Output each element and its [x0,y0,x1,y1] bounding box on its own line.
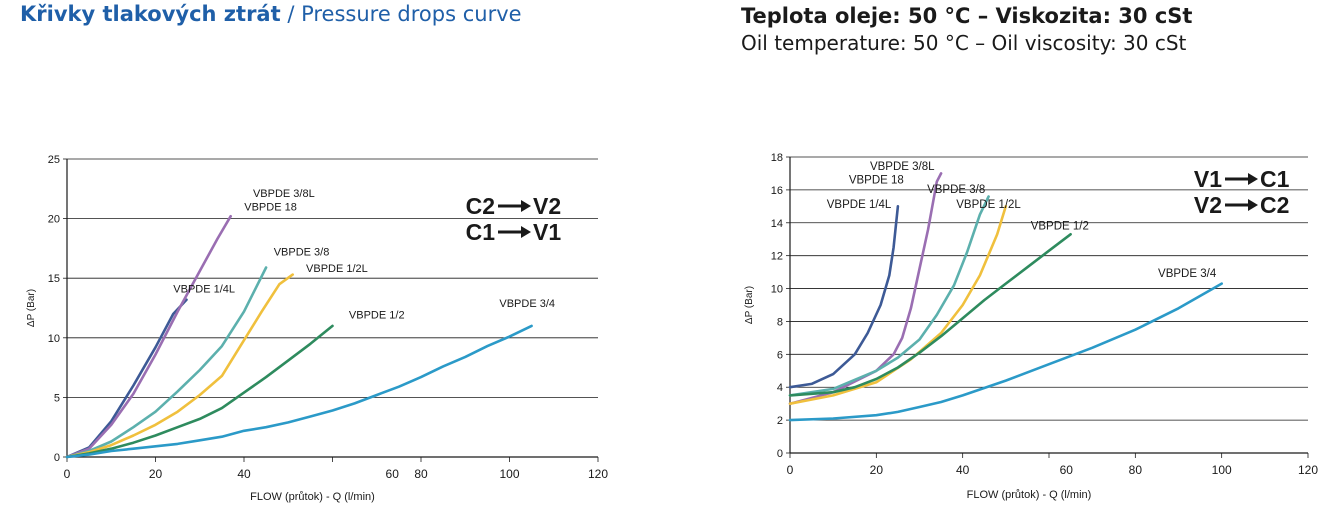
direction-source: C2 [466,193,495,219]
title-czech: Křivky tlakových ztrát [20,2,281,26]
x-tick-label: 100 [1212,463,1232,477]
y-tick-label: 20 [48,214,60,226]
direction-source: V2 [1194,192,1222,218]
series-line [788,205,900,389]
y-tick-label: 18 [771,152,783,164]
x-tick-label: 20 [149,467,163,481]
y-tick-label: 5 [54,392,60,404]
x-tick-label: 80 [1129,463,1143,477]
x-tick-label: 120 [588,467,608,481]
pressure-drop-chart-c2-v2: 0 5 10 15 20 25 0 20 40 60 80 100 120 FLOW (průtok) -… [26,154,608,503]
title-separator: / [280,2,302,26]
series-line [788,172,943,405]
direction-arrow-head [521,200,531,212]
x-tick-label: 60 [1060,463,1074,477]
curve-label: VBPDE 1/2 [349,310,405,322]
y-tick-label: 6 [777,349,783,361]
curve-label: VBPDE 3/4 [499,298,555,310]
curve-label: VBPDE 1/2L [306,263,368,275]
y-tick-label: 0 [777,448,783,460]
y-tick-label: 15 [48,273,60,285]
series-line [65,273,294,459]
x-tick-label: 100 [499,467,519,481]
curve-label: VBPDE 3/8 [274,247,330,259]
series-line [788,195,990,397]
curve-label: VBPDE 1/4L [173,284,235,296]
y-tick-label: 8 [777,316,783,328]
x-tick-label: 20 [870,463,884,477]
series-line [65,266,268,459]
series-line [65,214,232,459]
direction-source: V1 [1194,166,1222,192]
curve-label: VBPDE 1/2L [956,199,1021,211]
conditions-block: Teplota oleje: 50 °C – Viskozita: 30 cSt… [741,3,1192,57]
direction-target: C1 [1260,166,1290,192]
direction-target: V2 [533,193,561,219]
series-line [65,298,188,459]
x-axis-title: FLOW (průtok) - Q (l/min) [967,489,1092,501]
curve-label: VBPDE 3/8L [870,161,935,173]
curve-label: VBPDE 3/4 [1158,268,1217,280]
y-tick-label: 12 [771,251,783,263]
pressure-drop-chart-v1-c1: 0 2 4 6 8 10 12 14 16 18 0 20 40 60 80 100 120 FLOW (průt… [744,152,1318,501]
series-line [788,282,1223,422]
y-axis-title: ΔP (Bar) [26,289,37,327]
curve-label: VBPDE 3/8L [253,188,315,200]
page-title: Křivky tlakových ztrát / Pressure drops … [20,2,522,26]
title-english: Pressure drops curve [301,2,522,26]
series-line [65,324,533,459]
series-line [65,324,334,459]
conditions-czech: Teplota oleje: 50 °C – Viskozita: 30 cSt [741,4,1193,28]
x-tick-label: 120 [1298,463,1318,477]
direction-target: C2 [1260,192,1289,218]
series-line [788,205,1008,405]
curve-label: VBPDE 18 [849,174,904,186]
y-tick-label: 10 [48,333,60,345]
x-tick-label: 60 [386,467,400,481]
curve-label: VBPDE 18 [244,201,297,213]
y-tick-label: 0 [54,452,60,464]
y-tick-label: 2 [777,415,783,427]
y-tick-label: 25 [48,154,60,166]
y-tick-label: 16 [771,185,783,197]
direction-arrow-head [1248,173,1258,185]
x-tick-label: 0 [787,463,794,477]
y-tick-label: 14 [771,218,783,230]
series-line [788,233,1072,397]
direction-target: V1 [533,219,561,245]
x-tick-label: 80 [414,467,428,481]
y-tick-label: 4 [777,382,783,394]
y-tick-label: 10 [771,284,783,296]
x-axis-title: FLOW (průtok) - Q (l/min) [250,491,375,503]
curve-label: VBPDE 1/4L [827,199,892,211]
direction-arrow-head [1248,199,1258,211]
y-axis-title: ΔP (Bar) [744,286,755,324]
conditions-english: Oil temperature: 50 °C – Oil viscosity: … [741,31,1187,55]
x-tick-label: 0 [64,467,71,481]
direction-arrow-head [521,226,531,238]
x-tick-label: 40 [237,467,251,481]
direction-source: C1 [466,219,496,245]
curve-label: VBPDE 3/8 [927,184,985,196]
x-tick-label: 40 [956,463,970,477]
curve-label: VBPDE 1/2 [1031,220,1089,232]
